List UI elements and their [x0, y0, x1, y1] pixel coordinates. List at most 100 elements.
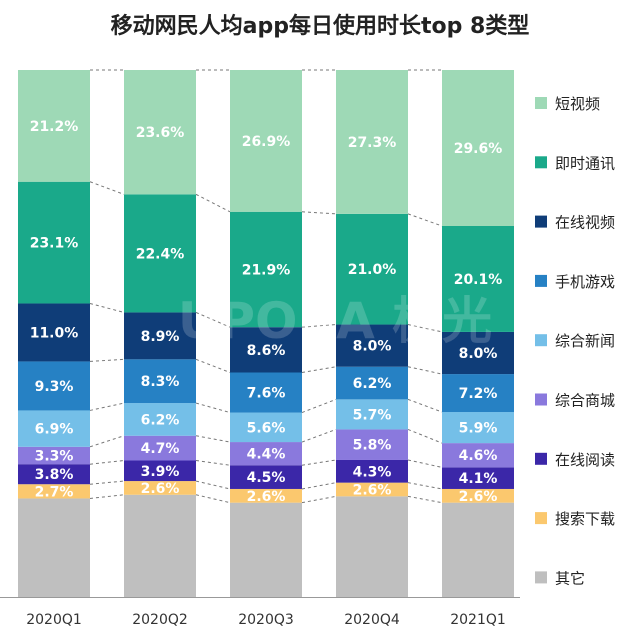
data-label: 7.6% [247, 386, 286, 402]
connector-line [89, 181, 125, 195]
legend-label: 即时通讯 [555, 154, 615, 172]
connector-line [195, 494, 231, 504]
bar-segment [230, 372, 302, 413]
data-label: 5.9% [459, 421, 498, 437]
chart-title: 移动网民人均app每日使用时长top 8类型 [110, 14, 530, 39]
connector-line [301, 482, 337, 490]
bar-segment [336, 366, 408, 400]
legend-swatch [535, 156, 547, 169]
bar-segment [442, 443, 514, 468]
bar-segment [336, 482, 408, 497]
data-label: 5.7% [353, 407, 392, 423]
data-label: 26.9% [242, 134, 291, 150]
data-label: 29.6% [454, 141, 503, 157]
bar-segment [336, 399, 408, 430]
legend-swatch [535, 97, 547, 109]
data-label: 21.9% [242, 262, 291, 278]
bar-segment [124, 435, 196, 461]
data-label: 8.9% [141, 329, 180, 345]
data-label: 4.7% [141, 441, 180, 457]
connector-line [407, 428, 443, 444]
legend-swatch [535, 334, 547, 347]
bar-segment [124, 481, 196, 495]
data-label: 2.6% [459, 489, 498, 505]
legend-label: 短视频 [555, 95, 600, 113]
data-label: 6.2% [353, 376, 392, 392]
bar-segment [230, 442, 302, 466]
bar-segment [18, 498, 90, 597]
legend-swatch [535, 393, 547, 406]
data-label: 6.2% [141, 412, 180, 428]
connector-line [301, 428, 337, 443]
data-label: 4.4% [247, 447, 286, 463]
connector-line [407, 495, 443, 504]
legend-label: 在线视频 [555, 214, 615, 232]
data-label: 20.1% [454, 272, 503, 288]
bar-segment [124, 70, 196, 195]
bar-segment [442, 70, 514, 226]
connector-line [301, 459, 337, 466]
bar-segment [18, 464, 90, 485]
connector-line [89, 358, 125, 362]
legend-swatch [535, 571, 547, 584]
bar-stacks: 2.7%3.8%3.3%6.9%9.3%11.0%23.1%21.2%2.6%3… [18, 70, 514, 597]
connector-line [195, 311, 231, 328]
data-label: 8.0% [459, 346, 498, 362]
bar-segment [442, 374, 514, 413]
connector-line [301, 211, 337, 215]
bar-segment [124, 494, 196, 597]
bar-segment [336, 70, 408, 214]
connector-line [195, 460, 231, 466]
connector-lines [89, 69, 443, 504]
connector-line [407, 459, 443, 468]
data-label: 3.3% [35, 449, 74, 465]
connector-line [407, 213, 443, 227]
bar-segment [230, 327, 302, 373]
connector-line [89, 402, 125, 411]
bar-segment [442, 331, 514, 375]
legend-label: 其它 [555, 569, 585, 587]
data-label: 7.2% [459, 386, 498, 402]
data-label: 5.6% [247, 420, 286, 436]
connector-line [89, 480, 125, 485]
bar-segment [124, 194, 196, 313]
bar-segment [124, 312, 196, 360]
connector-line [301, 398, 337, 414]
connector-line [195, 435, 231, 443]
data-label: 2.7% [35, 484, 74, 500]
data-label: 22.4% [136, 246, 185, 262]
bar-segment [336, 496, 408, 597]
bar-segment [18, 303, 90, 362]
data-label: 4.5% [247, 470, 286, 486]
bar-segment [124, 460, 196, 482]
bar-segment [230, 70, 302, 212]
data-label: 3.8% [35, 467, 74, 483]
data-label: 23.1% [30, 236, 79, 252]
bar-segment [442, 412, 514, 444]
bar-segment [124, 403, 196, 436]
bar-segment [442, 225, 514, 332]
data-label: 11.0% [30, 325, 79, 341]
bar-segment [18, 410, 90, 447]
legend-swatch [535, 215, 547, 228]
connector-line [89, 435, 125, 448]
bar-segment [18, 484, 90, 499]
x-tick-label: 2021Q1 [450, 612, 506, 628]
data-label: 4.3% [353, 464, 392, 480]
bar-segment [442, 502, 514, 597]
data-label: 8.3% [141, 374, 180, 390]
legend-label: 搜索下载 [555, 510, 615, 528]
x-tick-label: 2020Q2 [132, 612, 188, 628]
watermark: UPORA 极光 [178, 292, 492, 350]
bar-segment [230, 465, 302, 489]
connector-line [407, 366, 443, 375]
bar-segment [230, 412, 302, 443]
bar-segment [336, 324, 408, 367]
data-label: 5.8% [353, 438, 392, 454]
bar-segment [230, 502, 302, 597]
bar-segment [18, 70, 90, 182]
connector-line [301, 366, 337, 373]
x-tick-label: 2020Q3 [238, 612, 294, 628]
